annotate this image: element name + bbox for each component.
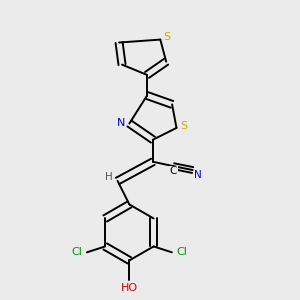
Text: S: S	[180, 122, 188, 131]
Text: Cl: Cl	[176, 247, 187, 257]
Text: C: C	[170, 167, 177, 176]
Text: N: N	[194, 170, 202, 180]
Text: N: N	[117, 118, 125, 128]
Text: HO: HO	[121, 283, 138, 293]
Text: Cl: Cl	[72, 247, 83, 257]
Text: H: H	[105, 172, 113, 182]
Text: S: S	[163, 32, 170, 42]
